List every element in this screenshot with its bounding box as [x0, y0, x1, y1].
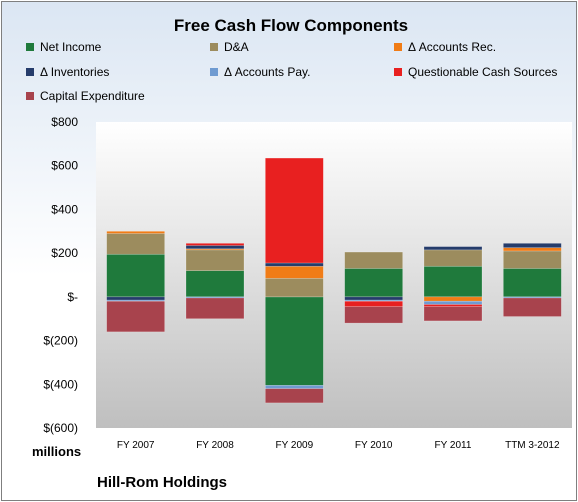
- legend-item-accounts-pay: Δ Accounts Pay.: [210, 65, 311, 79]
- bar-segment: [185, 249, 245, 271]
- bar-segment: [106, 300, 165, 333]
- bar-segment: [265, 385, 324, 389]
- x-tick-label: FY 2010: [355, 440, 393, 451]
- company-name: Hill-Rom Holdings: [97, 474, 227, 491]
- bar-segment: [265, 262, 324, 267]
- y-tick-label: $(600): [43, 421, 78, 435]
- bar-segment: [423, 265, 483, 298]
- bar-segment: [503, 268, 562, 298]
- bar-segment: [423, 300, 483, 305]
- legend-swatch: [26, 67, 34, 76]
- x-tick-label: FY 2009: [276, 440, 314, 451]
- x-tick-label: FY 2007: [117, 440, 155, 451]
- bar-segment: [344, 268, 403, 298]
- bar-segment: [423, 306, 483, 322]
- bar-segment: [265, 265, 324, 279]
- legend-item-capex: Capital Expenditure: [26, 89, 145, 103]
- legend-swatch: [394, 67, 402, 76]
- units-label: millions: [32, 444, 82, 459]
- bar-segment: [265, 157, 324, 264]
- bar-segment: [503, 250, 562, 269]
- legend-item-da: D&A: [210, 40, 249, 54]
- y-tick-label: $400: [51, 202, 78, 216]
- bar-segment: [503, 297, 562, 317]
- bar-segment: [265, 388, 324, 404]
- x-tick-label: TTM 3-2012: [505, 440, 560, 451]
- bar-segment: [423, 296, 483, 302]
- bar-segment: [344, 296, 403, 301]
- y-tick-label: $200: [51, 246, 78, 260]
- bar-segment: [423, 246, 483, 251]
- legend-label: D&A: [224, 40, 249, 54]
- bar-segment: [106, 253, 165, 298]
- y-tick-label: $(200): [43, 334, 78, 348]
- bar-segment: [423, 304, 483, 307]
- bar-segment: [265, 296, 324, 386]
- legend-item-net-income: Net Income: [26, 40, 101, 54]
- legend-swatch: [26, 91, 34, 100]
- bar-segment: [106, 233, 165, 255]
- bar-segment: [344, 300, 403, 307]
- legend-label: Capital Expenditure: [40, 89, 145, 103]
- y-tick-label: $600: [51, 159, 78, 173]
- bar-segment: [185, 243, 245, 246]
- legend-swatch: [210, 67, 218, 76]
- x-tick-label: FY 2008: [196, 440, 234, 451]
- x-tick-label: FY 2011: [435, 440, 472, 451]
- legend-label: Net Income: [40, 40, 102, 54]
- legend-label: Δ Accounts Rec.: [408, 40, 497, 54]
- legend-swatch: [210, 42, 218, 51]
- plot-area: [96, 122, 572, 428]
- chart-title: Free Cash Flow Components: [173, 16, 409, 35]
- bar-segment: [185, 297, 245, 320]
- bar-segment: [503, 243, 562, 248]
- legend-label: Δ Inventories: [40, 65, 110, 79]
- y-tick-label: $-: [67, 290, 78, 304]
- legend-item-questionable-cash: Questionable Cash Sources: [394, 65, 557, 79]
- y-tick-label: $800: [51, 115, 78, 129]
- legend-swatch: [26, 42, 34, 51]
- y-tick-label: $(400): [43, 377, 78, 391]
- legend-label: Questionable Cash Sources: [408, 65, 558, 79]
- legend-item-accounts-rec: Δ Accounts Rec.: [394, 40, 496, 54]
- bar-segment: [344, 251, 403, 269]
- bar-segment: [344, 306, 403, 324]
- bar-segment: [106, 296, 165, 301]
- bar-segment: [503, 247, 562, 252]
- legend-item-inventories: Δ Inventories: [26, 65, 109, 79]
- legend-label: Δ Accounts Pay.: [224, 65, 311, 79]
- bar-segment: [423, 249, 483, 267]
- bar-segment: [185, 245, 245, 250]
- legend-swatch: [394, 42, 402, 51]
- bar-segment: [185, 270, 245, 298]
- bar-segment: [106, 230, 165, 234]
- bar-segment: [265, 277, 324, 298]
